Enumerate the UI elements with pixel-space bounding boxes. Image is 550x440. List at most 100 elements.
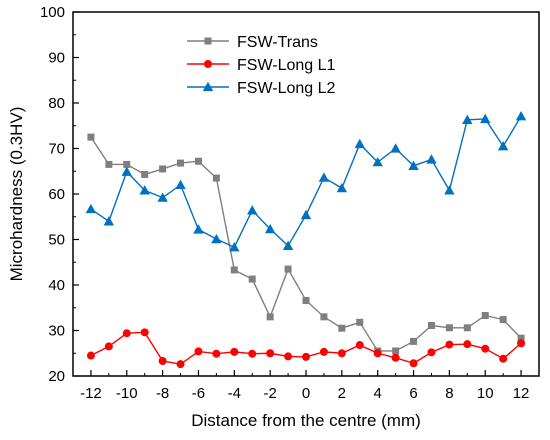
data-point — [427, 321, 435, 329]
plot-area — [72, 11, 540, 377]
legend-item-1: FSW-Long L1 — [187, 57, 336, 74]
data-point — [354, 138, 365, 149]
x-tick-label: 2 — [338, 385, 346, 402]
data-point — [355, 341, 364, 350]
data-point — [517, 339, 526, 348]
data-point — [193, 224, 204, 234]
x-tick-label: -2 — [263, 385, 276, 402]
data-point — [426, 154, 437, 164]
data-point — [336, 182, 348, 193]
legend-marker — [202, 81, 214, 92]
x-tick-label: -4 — [228, 385, 241, 402]
y-tick-label: 60 — [48, 186, 65, 203]
data-point — [104, 342, 113, 351]
data-point — [463, 324, 471, 332]
data-point — [338, 324, 346, 332]
data-point — [86, 351, 95, 360]
data-point — [282, 240, 294, 251]
data-point — [284, 265, 292, 273]
data-point — [408, 160, 419, 170]
data-point — [230, 266, 238, 274]
x-tick-label: 12 — [513, 385, 530, 402]
data-point — [194, 157, 202, 165]
legend-item-0: FSW-Trans — [187, 34, 318, 51]
legend-marker — [204, 60, 212, 68]
data-point — [463, 340, 472, 349]
data-point — [319, 347, 328, 356]
data-point — [481, 311, 489, 319]
data-point — [445, 340, 454, 349]
y-axis-title: Microhardness (0.3HV) — [7, 107, 26, 282]
x-axis-title: Distance from the centre (mm) — [191, 411, 421, 430]
legend-label: FSW-Long L2 — [237, 80, 336, 97]
data-point — [175, 179, 186, 190]
data-point — [121, 166, 132, 176]
legend-marker — [204, 37, 212, 45]
data-point — [266, 349, 275, 358]
x-tick-label: -6 — [192, 385, 205, 402]
data-point — [409, 359, 418, 368]
data-point — [302, 352, 310, 361]
x-tick-label: 6 — [409, 385, 417, 402]
data-point — [318, 172, 330, 182]
data-point — [356, 318, 364, 326]
data-point — [499, 316, 507, 324]
data-point — [140, 328, 149, 337]
data-point — [103, 216, 115, 226]
data-point — [247, 205, 258, 215]
data-point — [391, 353, 400, 362]
data-point — [320, 313, 328, 321]
series-2 — [85, 110, 527, 252]
y-tick-label: 40 — [48, 277, 65, 294]
y-tick-label: 30 — [48, 323, 65, 340]
y-tick-label: 100 — [40, 4, 65, 21]
y-tick-label: 90 — [48, 50, 65, 67]
data-point — [248, 275, 256, 283]
data-point — [123, 160, 131, 168]
data-point — [177, 159, 185, 167]
x-tick-label: 4 — [374, 385, 382, 402]
data-point — [390, 143, 401, 153]
series-0 — [87, 133, 525, 355]
data-point — [427, 348, 436, 357]
data-point — [139, 185, 150, 195]
x-tick-label: 8 — [445, 385, 453, 402]
data-point — [284, 352, 293, 361]
y-tick-label: 50 — [48, 232, 65, 249]
legend-label: FSW-Long L1 — [237, 57, 336, 74]
data-point — [141, 170, 149, 178]
series-layer — [85, 110, 527, 369]
data-point — [410, 337, 418, 345]
x-tick-label: 0 — [302, 385, 310, 402]
y-tick-label: 20 — [48, 368, 65, 385]
data-point — [462, 114, 473, 124]
data-point — [176, 360, 185, 369]
data-point — [517, 334, 525, 342]
data-point — [122, 329, 131, 338]
data-point — [212, 349, 221, 358]
data-point — [159, 165, 167, 173]
data-point — [392, 347, 400, 355]
legend: FSW-Trans FSW-Long L1 FSW-Long L2 — [187, 34, 336, 97]
data-point — [211, 233, 222, 244]
data-point — [499, 354, 508, 363]
data-point — [212, 174, 220, 182]
data-point — [248, 349, 257, 358]
x-tick-label: -10 — [116, 385, 138, 402]
data-point — [337, 349, 346, 358]
data-point — [230, 347, 239, 356]
data-point — [373, 349, 382, 358]
data-point — [158, 356, 167, 365]
data-point — [157, 192, 168, 202]
data-point — [266, 313, 274, 321]
data-point — [300, 209, 312, 220]
data-point — [87, 133, 95, 141]
data-point — [229, 242, 240, 252]
x-tick-label: -8 — [156, 385, 169, 402]
data-point — [515, 110, 527, 121]
y-tick-label: 80 — [48, 95, 65, 112]
data-point — [264, 223, 276, 234]
x-tick-label: -12 — [80, 385, 102, 402]
data-point — [372, 156, 383, 167]
